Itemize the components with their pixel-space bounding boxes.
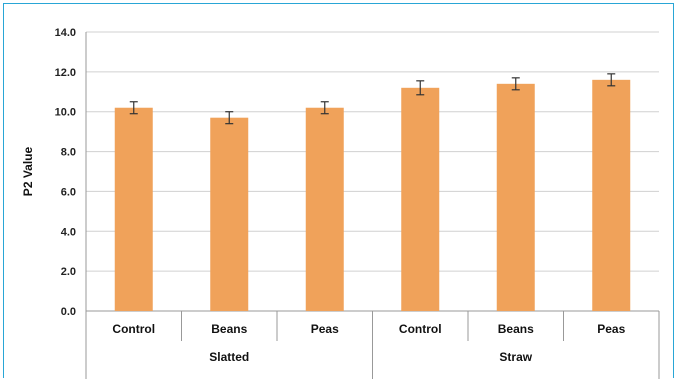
bar-chart: 0.0 2.0 4.0 6.0 8.0 10.0 12.0 14.0 Control Beans… [21, 27, 660, 379]
bars [114, 79, 631, 311]
category-label: Peas [597, 322, 625, 336]
y-tick-label: 10.0 [55, 107, 76, 119]
bar [210, 117, 249, 311]
y-axis-ticks: 0.0 2.0 4.0 6.0 8.0 10.0 12.0 14.0 [55, 27, 76, 318]
bar [114, 107, 153, 311]
bar [592, 79, 631, 311]
chart-frame: 0.0 2.0 4.0 6.0 8.0 10.0 12.0 14.0 Control Beans… [3, 3, 674, 379]
y-tick-label: 12.0 [55, 67, 76, 79]
group-label: Straw [499, 350, 532, 364]
x-axis: Control Beans Peas Control Beans Peas Slatted S… [85, 311, 660, 379]
error-bars [129, 73, 616, 125]
gridlines [85, 31, 659, 312]
category-label: Peas [311, 322, 339, 336]
category-label: Beans [211, 322, 247, 336]
bar [496, 83, 535, 311]
y-tick-label: 6.0 [61, 186, 76, 198]
y-tick-label: 2.0 [61, 266, 76, 278]
group-label: Slatted [209, 350, 249, 364]
category-label: Beans [498, 322, 534, 336]
category-label: Control [112, 322, 155, 336]
category-label: Control [399, 322, 442, 336]
y-tick-label: 0.0 [61, 306, 76, 318]
y-tick-label: 8.0 [61, 147, 76, 159]
y-tick-label: 4.0 [61, 226, 76, 238]
y-tick-label: 14.0 [55, 27, 76, 39]
bar [401, 87, 440, 311]
y-axis-label: P2 Value [21, 146, 35, 196]
bar [305, 107, 344, 311]
